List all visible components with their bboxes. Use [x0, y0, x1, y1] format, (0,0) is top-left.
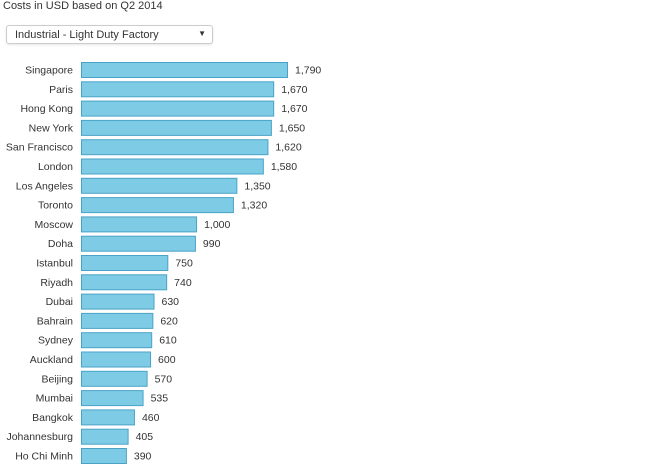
bar-london [81, 158, 264, 175]
category-label: Hong Kong [20, 103, 73, 115]
value-label: 1,670 [281, 84, 307, 96]
value-label: 620 [160, 315, 178, 327]
bar-new-york [81, 119, 272, 136]
category-label: Bahrain [37, 315, 73, 327]
bar-toronto [81, 197, 234, 214]
bar-istanbul [81, 255, 169, 271]
value-label: 1,350 [244, 180, 270, 192]
bar-singapore [81, 62, 288, 78]
dropdown-selected-value: Industrial - Light Duty Factory [15, 29, 159, 41]
bar-mumbai [81, 390, 144, 407]
bar-riyadh [81, 274, 168, 291]
value-label: 610 [159, 335, 177, 347]
category-label: Ho Chi Minh [15, 451, 73, 463]
category-label: Mumbai [36, 393, 73, 405]
bar-ho-chi-minh [81, 448, 127, 464]
bar-bangkok [81, 409, 135, 426]
value-label: 990 [203, 238, 221, 250]
category-label: Sydney [38, 335, 74, 347]
value-label: 1,790 [295, 65, 321, 77]
bar-san-francisco [81, 139, 269, 156]
building-type-dropdown[interactable]: Industrial - Light Duty Factory ▼ [6, 25, 213, 44]
value-label: 405 [136, 431, 154, 443]
category-label: Paris [49, 84, 73, 96]
category-label: Singapore [25, 65, 73, 77]
bar-bahrain [81, 312, 154, 329]
value-label: 460 [142, 412, 160, 424]
value-label: 1,650 [279, 122, 305, 134]
bar-auckland [81, 351, 152, 368]
bar-sydney [81, 332, 153, 349]
category-label: Johannesburg [6, 431, 73, 443]
bar-los-angeles [81, 177, 238, 194]
chevron-down-icon: ▼ [198, 29, 206, 38]
category-label: Bangkok [32, 412, 74, 424]
value-label: 570 [155, 373, 173, 385]
value-label: 630 [162, 296, 180, 308]
category-label: Istanbul [36, 258, 73, 270]
bar-johannesburg [81, 428, 129, 445]
value-label: 600 [158, 354, 176, 366]
bar-doha [81, 235, 196, 252]
category-label: Toronto [38, 200, 73, 212]
bar-paris [81, 81, 275, 98]
value-label: 1,000 [204, 219, 230, 231]
category-label: San Francisco [6, 142, 73, 154]
value-label: 1,620 [275, 142, 301, 154]
category-label: New York [29, 122, 74, 134]
bar-hong-kong [81, 100, 275, 117]
chart-title: Costs in USD based on Q2 2014 [3, 0, 163, 12]
value-label: 1,320 [241, 200, 267, 212]
category-label: Los Angeles [16, 180, 73, 192]
value-label: 390 [134, 451, 152, 463]
value-label: 750 [175, 258, 193, 270]
category-label: Riyadh [40, 277, 73, 289]
bar-dubai [81, 293, 155, 310]
category-label: Auckland [30, 354, 73, 366]
category-label: Dubai [46, 296, 73, 308]
category-label: Moscow [34, 219, 73, 231]
value-label: 740 [174, 277, 192, 289]
bar-beijing [81, 370, 148, 387]
value-label: 1,670 [281, 103, 307, 115]
value-label: 535 [151, 393, 169, 405]
category-label: Doha [48, 238, 73, 250]
value-label: 1,580 [271, 161, 297, 173]
bar-moscow [81, 216, 198, 233]
category-label: London [38, 161, 73, 173]
category-label: Beijing [41, 373, 73, 385]
